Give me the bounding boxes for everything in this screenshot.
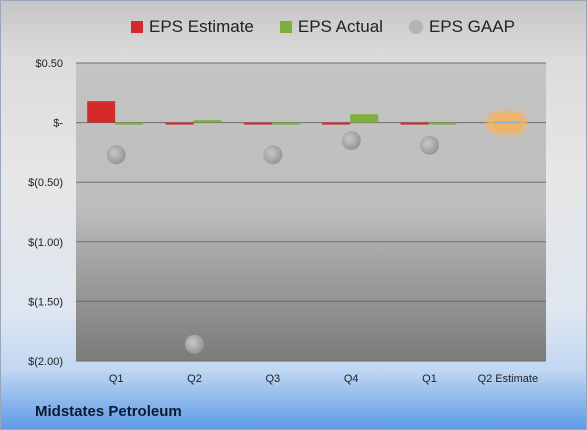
actual-bar-2 bbox=[271, 122, 300, 125]
y-tick-label-2: $(0.50) bbox=[28, 177, 63, 189]
legend-label-estimate: EPS Estimate bbox=[149, 17, 254, 36]
y-tick-label-5: $(2.00) bbox=[28, 356, 63, 368]
actual-bar-1 bbox=[193, 120, 222, 123]
gaap-point-2 bbox=[263, 145, 283, 165]
legend-swatch-gaap bbox=[408, 20, 423, 34]
y-tick-label-4: $(1.50) bbox=[28, 296, 63, 308]
estimate-bar-1 bbox=[165, 122, 194, 125]
legend-item-eps-gaap: EPS GAAP bbox=[408, 17, 515, 37]
actual-bar-5 bbox=[492, 121, 521, 124]
y-tick-label-0: $0.50 bbox=[35, 58, 63, 70]
gaap-point-1 bbox=[185, 334, 204, 354]
legend-swatch-estimate bbox=[131, 21, 143, 33]
gaap-point-3 bbox=[341, 130, 361, 150]
actual-bar-3 bbox=[350, 114, 379, 123]
x-tick-label-1: Q2 bbox=[187, 373, 202, 385]
estimate-bar-2 bbox=[243, 122, 272, 125]
x-tick-label-3: Q4 bbox=[344, 373, 359, 385]
legend-item-eps-actual: EPS Actual bbox=[279, 17, 383, 37]
gaap-point-0 bbox=[106, 145, 126, 165]
x-tick-label-5: Q2 Estimate bbox=[478, 373, 539, 385]
legend-swatch-actual bbox=[279, 21, 292, 33]
estimate-bar-3 bbox=[322, 122, 351, 125]
y-tick-label-1: $- bbox=[53, 118, 63, 130]
eps-chart: $0.50 $- $(0.50) $(1.00) $(1.50) $(2.00) Q1 Q2 Q… bbox=[28, 58, 546, 385]
legend: EPS Estimate EPS Actual EPS GAAP bbox=[131, 17, 541, 37]
plot-area bbox=[76, 63, 546, 361]
company-name: Midstates Petroleum bbox=[35, 403, 182, 420]
actual-bar-0 bbox=[115, 122, 144, 125]
estimate-bar-4 bbox=[400, 122, 429, 125]
estimate-bar-0 bbox=[87, 101, 116, 123]
legend-item-eps-estimate: EPS Estimate bbox=[131, 17, 254, 37]
gaap-point-4 bbox=[420, 135, 439, 155]
actual-bar-4 bbox=[428, 122, 457, 125]
x-tick-label-0: Q1 bbox=[109, 373, 124, 385]
y-tick-label-3: $(1.00) bbox=[28, 237, 63, 249]
x-tick-label-4: Q1 bbox=[422, 373, 437, 385]
legend-label-actual: EPS Actual bbox=[297, 17, 383, 36]
legend-label-gaap: EPS GAAP bbox=[428, 17, 515, 36]
x-tick-label-2: Q3 bbox=[265, 373, 280, 385]
